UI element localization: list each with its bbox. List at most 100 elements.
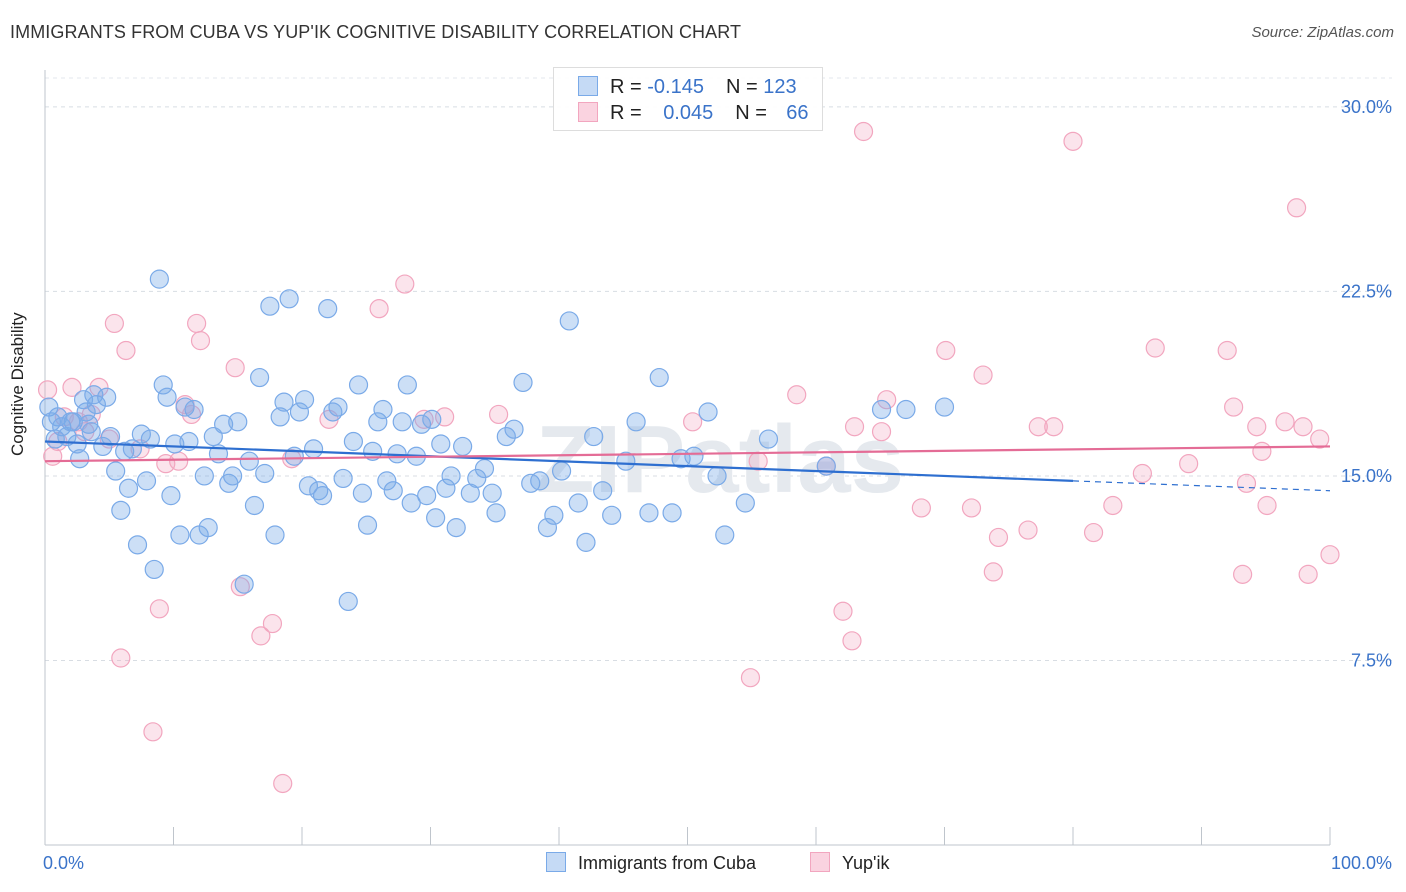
yupik-point <box>988 527 1009 548</box>
yupik-point <box>1224 397 1244 417</box>
cuba-point <box>649 367 669 388</box>
x-tick-label: 0.0% <box>43 853 84 873</box>
yupik-point <box>1233 564 1253 584</box>
cuba-point <box>684 446 704 466</box>
cuba-point <box>274 392 294 412</box>
cuba-point <box>934 397 955 417</box>
yupik-point <box>190 331 211 351</box>
cuba-point <box>52 417 72 437</box>
yupik-trend-line <box>44 445 1331 463</box>
cuba-point <box>383 481 403 501</box>
yupik-point <box>116 340 136 361</box>
yupik-point <box>169 451 189 471</box>
cuba-point <box>157 387 177 407</box>
yupik-point <box>871 422 892 442</box>
cuba-point <box>417 486 437 506</box>
yupik-point <box>262 613 283 634</box>
yupik-point <box>1018 520 1038 540</box>
cuba-point <box>153 375 173 395</box>
cuba-point <box>63 412 83 432</box>
cuba-point <box>318 299 338 319</box>
cuba-point <box>343 431 363 452</box>
yupik-point <box>877 390 897 410</box>
cuba-point <box>118 478 139 498</box>
cuba-point <box>260 296 280 316</box>
yupik-point <box>181 404 202 425</box>
yupik-point <box>853 121 874 142</box>
cuba-point <box>228 412 248 432</box>
yupik-point <box>1286 198 1307 218</box>
cuba-point <box>422 409 442 429</box>
cuba-point <box>584 426 604 447</box>
yupik-point <box>1257 495 1277 516</box>
cuba-point <box>81 422 101 442</box>
cuba-point <box>431 434 451 454</box>
cuba-point <box>144 559 164 580</box>
y-tick-label: 7.5% <box>1351 650 1392 670</box>
yupik-point <box>1320 545 1340 565</box>
cuba-point <box>79 414 99 434</box>
yupik-point <box>936 340 956 361</box>
legend-n-value: 123 <box>763 76 797 98</box>
tick-labels: 7.5% 15.0% 22.5% 30.0% 0.0% 100.0% <box>43 97 1392 873</box>
cuba-point <box>357 515 378 535</box>
yupik-point <box>1063 131 1083 151</box>
yupik-point <box>911 498 931 518</box>
cuba-point <box>234 574 254 594</box>
cuba-point <box>441 466 461 486</box>
cuba-point <box>544 505 564 525</box>
legend-r-value: 0.045 <box>663 102 714 124</box>
cuba-point <box>504 419 524 439</box>
cuba-point <box>194 466 214 486</box>
cuba-point <box>639 503 659 523</box>
cuba-point <box>184 399 204 420</box>
cuba-point <box>203 426 223 447</box>
cuba-point <box>559 311 579 331</box>
yupik-point <box>414 409 434 429</box>
cuba-point <box>363 441 383 461</box>
legend-swatch-cuba <box>578 76 598 96</box>
cuba-point <box>294 390 315 410</box>
x-tick-label: 100.0% <box>1331 853 1392 873</box>
legend-n-label: N = <box>735 102 773 124</box>
cuba-point <box>165 434 185 454</box>
cuba-point <box>348 375 369 395</box>
cuba-point <box>551 461 572 481</box>
chart-title: IMMIGRANTS FROM CUBA VS YUP'IK COGNITIVE… <box>10 22 742 42</box>
cuba-point <box>871 399 892 420</box>
cuba-point <box>352 483 372 503</box>
cuba-point <box>482 483 502 503</box>
yupik-point <box>1247 417 1267 437</box>
cuba-point <box>244 495 265 516</box>
yupik-point <box>1103 495 1123 516</box>
legend: R = -0.145 N = 123 R = 0.045 N = 66 <box>553 67 823 131</box>
yupik-point <box>1083 522 1104 543</box>
cuba-point <box>170 525 190 545</box>
cuba-point <box>140 429 160 449</box>
cuba-point <box>214 414 234 434</box>
cuba-point <box>626 412 646 432</box>
bottom-legend-swatch-yupik <box>810 852 830 872</box>
yupik-point <box>1275 412 1295 432</box>
cuba-point <box>602 505 622 525</box>
cuba-point <box>513 372 533 393</box>
yupik-point <box>973 365 993 385</box>
yupik-point <box>740 668 761 688</box>
cuba-point <box>279 289 299 309</box>
cuba-point <box>239 451 259 471</box>
yupik-point <box>842 631 862 651</box>
cuba-point <box>136 471 157 491</box>
cuba-point <box>486 503 506 523</box>
cuba-point <box>338 591 358 612</box>
cuba-point <box>131 424 151 444</box>
cuba-point <box>161 486 181 506</box>
cuba-point <box>127 535 148 555</box>
cuba-point <box>368 412 388 432</box>
cuba-point <box>303 439 324 459</box>
cuba-point <box>265 525 285 545</box>
watermark: ZIPatlas <box>536 406 904 513</box>
grid-lines <box>45 77 1392 661</box>
yupik-point <box>1236 473 1257 493</box>
cuba-point <box>223 466 243 486</box>
cuba-point <box>97 387 117 407</box>
